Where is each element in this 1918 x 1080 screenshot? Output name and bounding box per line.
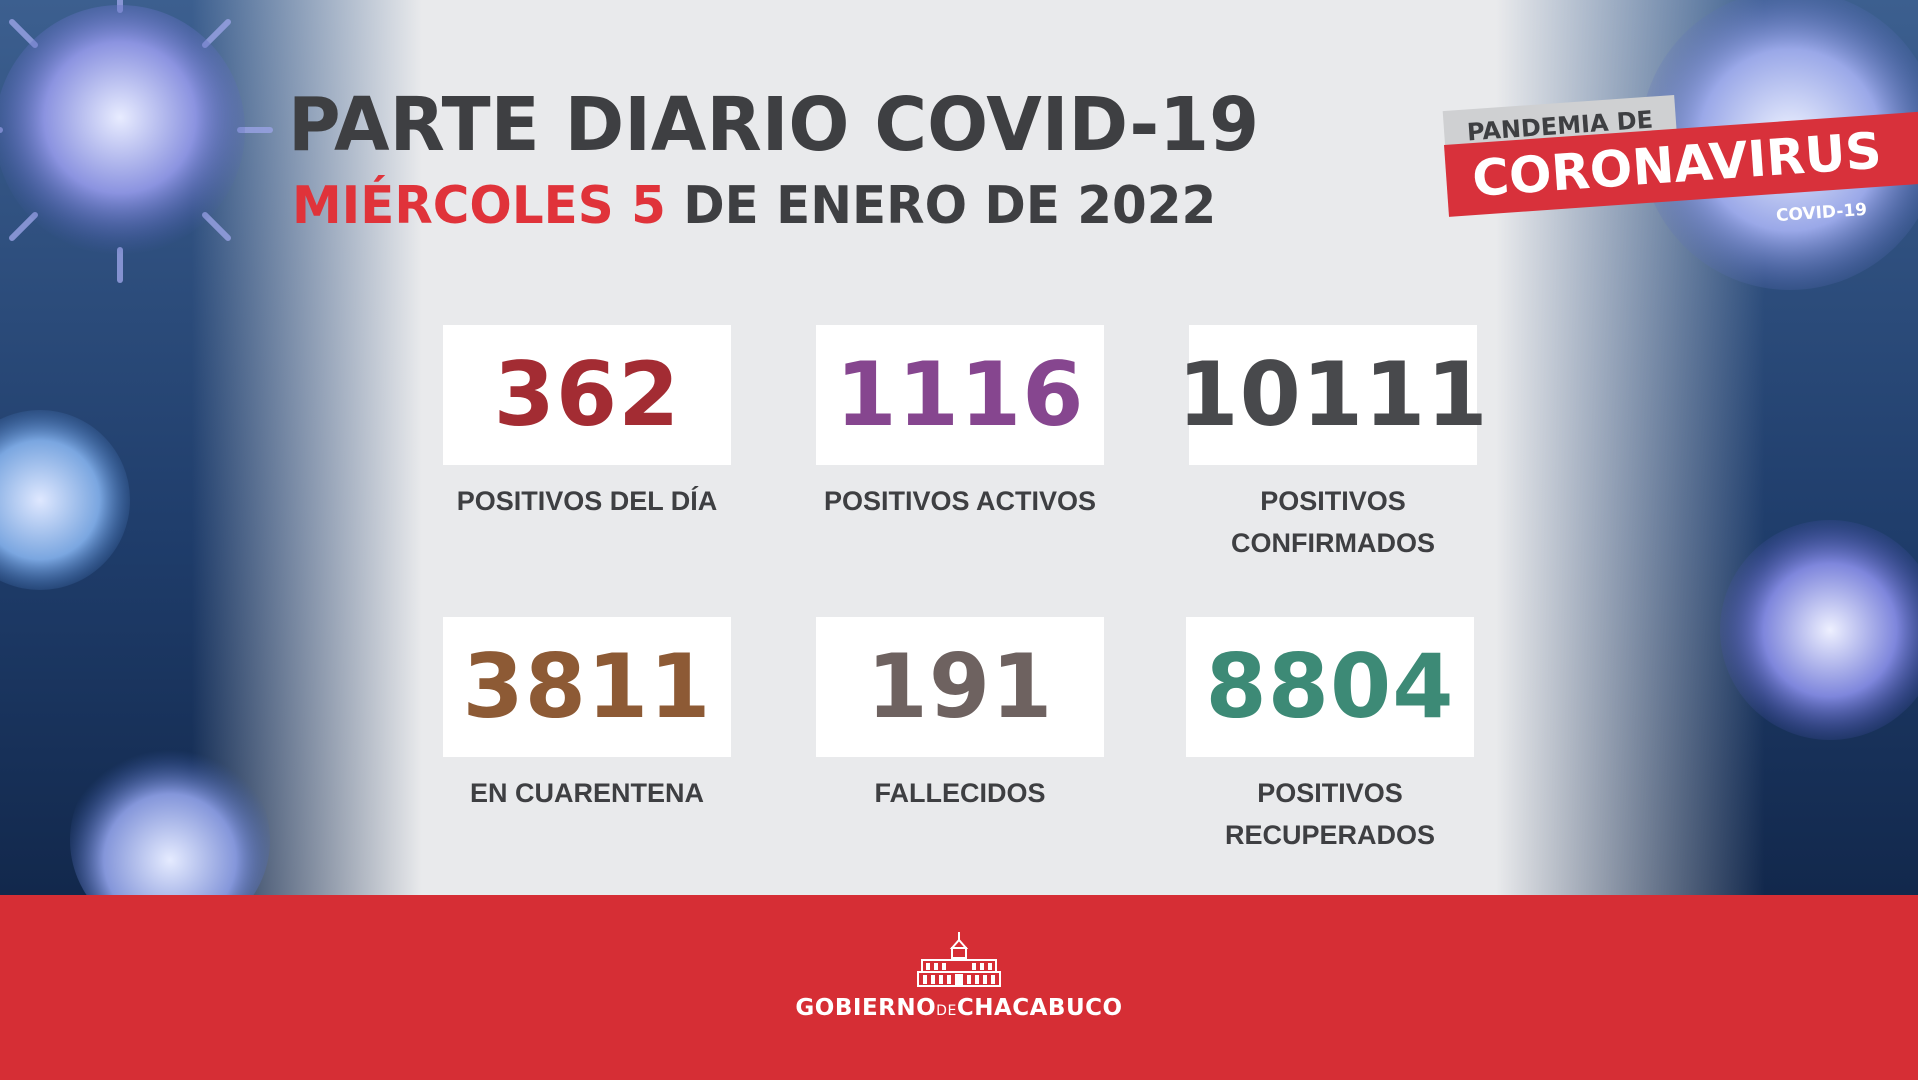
badge-sub-label: COVID-19	[1775, 199, 1868, 227]
stat-label-line: RECUPERADOS	[1224, 820, 1436, 850]
stat-label-line: EN CUARENTENA	[469, 778, 704, 808]
stat-value: 3811	[462, 635, 712, 738]
stat-label-line: FALLECIDOS	[874, 778, 1046, 808]
stat-label: FALLECIDOS	[790, 772, 1130, 814]
coronavirus-badge: PANDEMIA DE CORONAVIRUS COVID-19	[1440, 94, 1918, 235]
report-date-rest: DE ENERO DE 2022	[683, 176, 1217, 236]
stat-value: 8804	[1205, 635, 1455, 738]
stat-value: 1116	[835, 343, 1085, 446]
virus-icon	[0, 0, 273, 283]
stat-label: POSITIVOS CONFIRMADOS	[1163, 480, 1503, 564]
stat-label-line: POSITIVOS	[1260, 486, 1406, 516]
stat-card-en-cuarentena: 3811	[443, 617, 731, 757]
stat-card-fallecidos: 191	[816, 617, 1104, 757]
stat-value: 191	[866, 635, 1054, 738]
footer-text-small: DE	[936, 1003, 957, 1019]
stat-label: POSITIVOS RECUPERADOS	[1160, 772, 1500, 856]
stat-label: POSITIVOS DEL DÍA	[417, 480, 757, 522]
report-date: MIÉRCOLES 5 DE ENERO DE 2022	[292, 180, 1216, 232]
town-hall-icon	[917, 932, 1001, 987]
stat-label-line: POSITIVOS	[1257, 778, 1403, 808]
stat-label-line: POSITIVOS ACTIVOS	[823, 486, 1097, 516]
footer-logo-text: GOBIERNODECHACABUCO	[0, 995, 1918, 1021]
stat-card-positivos-del-dia: 362	[443, 325, 731, 465]
stat-label-line: CONFIRMADOS	[1231, 528, 1435, 558]
stat-value: 362	[493, 343, 681, 446]
footer-text-left: GOBIERNO	[795, 995, 937, 1021]
virus-icon	[70, 740, 270, 900]
stat-label-line: POSITIVOS DEL DÍA	[456, 486, 718, 516]
virus-icon	[1720, 520, 1918, 740]
page-title: PARTE DIARIO COVID-19	[288, 82, 1260, 168]
report-date-highlight: MIÉRCOLES 5	[292, 176, 666, 236]
virus-icon	[0, 410, 130, 590]
stat-card-positivos-activos: 1116	[816, 325, 1104, 465]
stat-card-positivos-confirmados: 10111	[1177, 325, 1488, 465]
stat-card-positivos-recuperados: 8804	[1186, 617, 1474, 757]
footer-bar	[0, 895, 1918, 1080]
stat-label: POSITIVOS ACTIVOS	[790, 480, 1130, 522]
stat-label: EN CUARENTENA	[417, 772, 757, 814]
footer-text-right: CHACABUCO	[956, 995, 1123, 1021]
stat-value: 10111	[1177, 343, 1489, 446]
